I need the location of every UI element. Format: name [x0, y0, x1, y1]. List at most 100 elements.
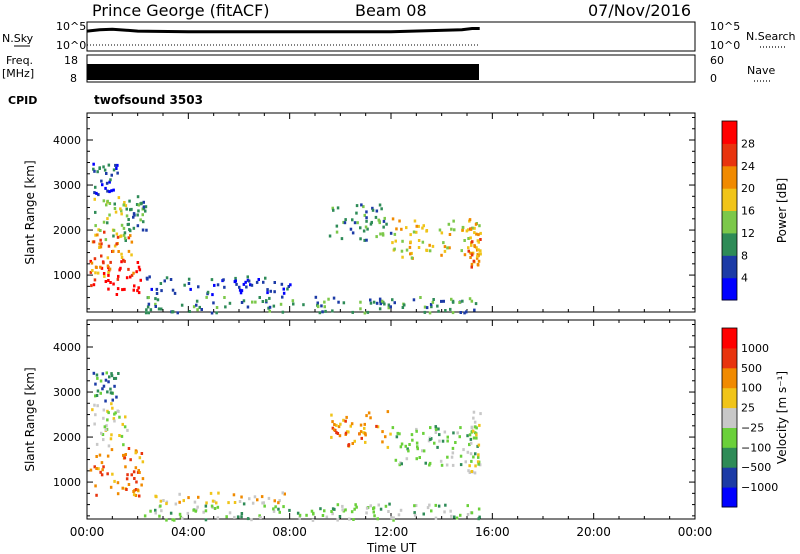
power-echo-cell: [188, 310, 191, 313]
velocity-echo-cell: [204, 504, 208, 508]
power-echo-cell: [385, 222, 388, 226]
power-echo-cell: [415, 230, 418, 234]
power-echo-cell: [440, 253, 443, 257]
velocity-echo-cell: [186, 511, 190, 515]
power-echo-cell: [446, 246, 449, 250]
velocity-echo-cell: [149, 509, 152, 513]
power-echo-cell: [115, 167, 118, 170]
velocity-echo-cell: [369, 504, 372, 508]
velocity-echo-cell: [210, 504, 214, 508]
power-echo-cell: [335, 224, 339, 228]
power-echo-cell: [128, 199, 131, 203]
power-echo-cell: [136, 224, 140, 228]
power-ytick-label: 1000: [53, 269, 81, 282]
velocity-echo-cell: [379, 507, 383, 511]
velocity-echo-cell: [386, 445, 390, 449]
power-echo-cell: [96, 271, 100, 275]
velocity-echo-cell: [111, 472, 114, 476]
velocity-echo-cell: [434, 431, 438, 434]
power-echo-cell: [362, 229, 366, 233]
velocity-echo-cell: [399, 445, 403, 449]
power-echo-cell: [246, 275, 249, 279]
power-colorbar-tick: 20: [741, 182, 755, 195]
velocity-echo-cell: [470, 426, 474, 430]
velocity-echo-cell: [429, 438, 432, 441]
velocity-echo-cell: [363, 426, 366, 430]
velocity-echo-cell: [288, 508, 291, 512]
power-echo-cell: [122, 258, 125, 262]
power-echo-cell: [273, 281, 276, 284]
velocity-echo-cell: [372, 510, 375, 514]
power-echo-cell: [92, 240, 96, 244]
power-echo-cell: [383, 216, 386, 220]
power-echo-cell: [106, 221, 109, 225]
power-echo-cell: [443, 245, 447, 249]
power-y-axis-title: Slant Range [km]: [23, 160, 37, 264]
velocity-echo-cell: [454, 441, 457, 444]
power-echo-cell: [244, 280, 247, 284]
velocity-echo-cell: [469, 441, 473, 445]
power-echo-cell: [379, 302, 382, 306]
power-echo-cell: [206, 290, 210, 294]
power-echo-cell: [102, 261, 105, 265]
power-echo-cell: [463, 239, 466, 242]
power-echo-cell: [120, 252, 123, 256]
velocity-colorbar-swatch: [722, 487, 737, 508]
power-echo-cell: [394, 239, 397, 243]
velocity-echo-cell: [389, 432, 392, 436]
nsky-label: N.Sky: [2, 32, 34, 45]
power-echo-cell: [97, 228, 100, 232]
noise-panel-frame: [86, 21, 696, 52]
power-echo-cell: [242, 299, 246, 303]
velocity-echo-cell: [110, 402, 113, 406]
velocity-echo-cell: [99, 470, 102, 474]
power-echo-cell: [417, 224, 420, 228]
velocity-echo-cell: [475, 433, 478, 437]
power-echo-cell: [280, 282, 284, 286]
velocity-echo-cell: [102, 416, 105, 420]
velocity-echo-cell: [197, 495, 200, 499]
power-echo-cell: [331, 206, 334, 210]
power-echo-cell: [448, 233, 452, 236]
power-echo-cell: [148, 275, 151, 279]
velocity-echo-region: [143, 502, 481, 522]
power-echo-cell: [401, 255, 404, 259]
power-echo-cell: [160, 307, 163, 311]
velocity-echo-cell: [451, 451, 455, 455]
velocity-echo-cell: [94, 394, 97, 398]
power-echo-cell: [467, 228, 470, 232]
velocity-echo-cell: [227, 501, 230, 505]
velocity-echo-cell: [413, 513, 417, 517]
velocity-echo-cell: [387, 510, 390, 513]
velocity-echo-cell: [372, 506, 376, 510]
velocity-echo-cell: [321, 514, 325, 517]
velocity-echo-cell: [109, 391, 113, 395]
power-echo-cell: [115, 232, 119, 236]
power-echo-region: [328, 203, 393, 242]
velocity-echo-cell: [107, 380, 110, 384]
velocity-echo-cell: [336, 432, 340, 435]
power-echo-cell: [391, 217, 395, 221]
power-echo-cell: [108, 190, 111, 194]
velocity-echo-cell: [121, 422, 124, 426]
velocity-echo-cell: [479, 412, 482, 416]
velocity-echo-cell: [473, 420, 477, 424]
power-echo-cell: [375, 301, 379, 305]
power-echo-cell: [112, 168, 116, 172]
power-echo-cell: [132, 288, 135, 292]
power-echo-cell: [112, 228, 116, 232]
power-echo-cell: [469, 236, 472, 240]
power-echo-cell: [121, 288, 124, 292]
power-echo-cell: [123, 231, 127, 235]
velocity-echo-region: [154, 491, 286, 506]
velocity-echo-cell: [98, 453, 102, 457]
velocity-echo-cell: [101, 433, 105, 436]
velocity-echo-cell: [110, 448, 114, 452]
power-echo-cell: [473, 308, 476, 312]
velocity-echo-cell: [277, 501, 280, 505]
power-echo-cell: [89, 259, 92, 263]
velocity-echo-cell: [122, 443, 125, 447]
velocity-colorbar-tick: −100: [741, 441, 771, 454]
power-echo-cell: [197, 285, 200, 289]
velocity-echo-cell: [94, 413, 97, 417]
